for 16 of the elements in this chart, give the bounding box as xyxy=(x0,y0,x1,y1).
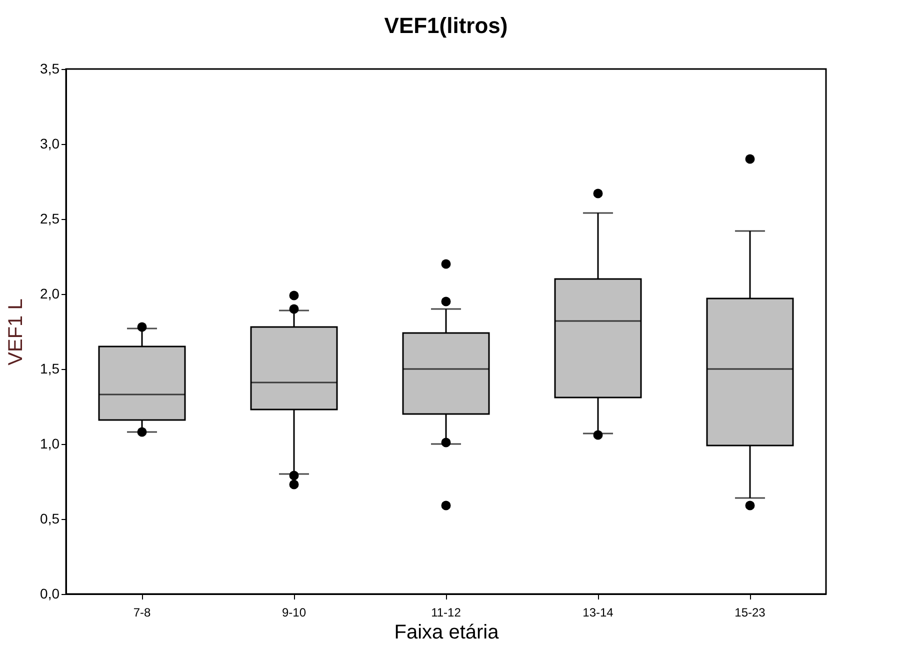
y-tick-label: 0,0 xyxy=(40,586,60,602)
y-axis-title: VEF1 L xyxy=(5,298,28,366)
x-tick-label: 13-14 xyxy=(582,606,614,620)
chart-title: VEF1(litros) xyxy=(384,13,508,38)
y-tick-label: 3,5 xyxy=(40,60,60,76)
y-tick-label: 1,0 xyxy=(40,436,60,452)
y-tick-label: 0,5 xyxy=(40,510,60,526)
x-tick-label: 15-23 xyxy=(734,606,766,620)
x-tick-label: 9-10 xyxy=(282,606,306,620)
y-tick-label: 1,5 xyxy=(40,360,60,376)
y-tick-label: 3,0 xyxy=(40,136,60,152)
x-tick-label: 11-12 xyxy=(431,606,462,620)
y-tick-label: 2,5 xyxy=(40,210,60,226)
x-tick-label: 7-8 xyxy=(133,606,151,620)
y-tick-label: 2,0 xyxy=(40,286,60,302)
x-axis-title: Faixa etária xyxy=(394,622,500,644)
